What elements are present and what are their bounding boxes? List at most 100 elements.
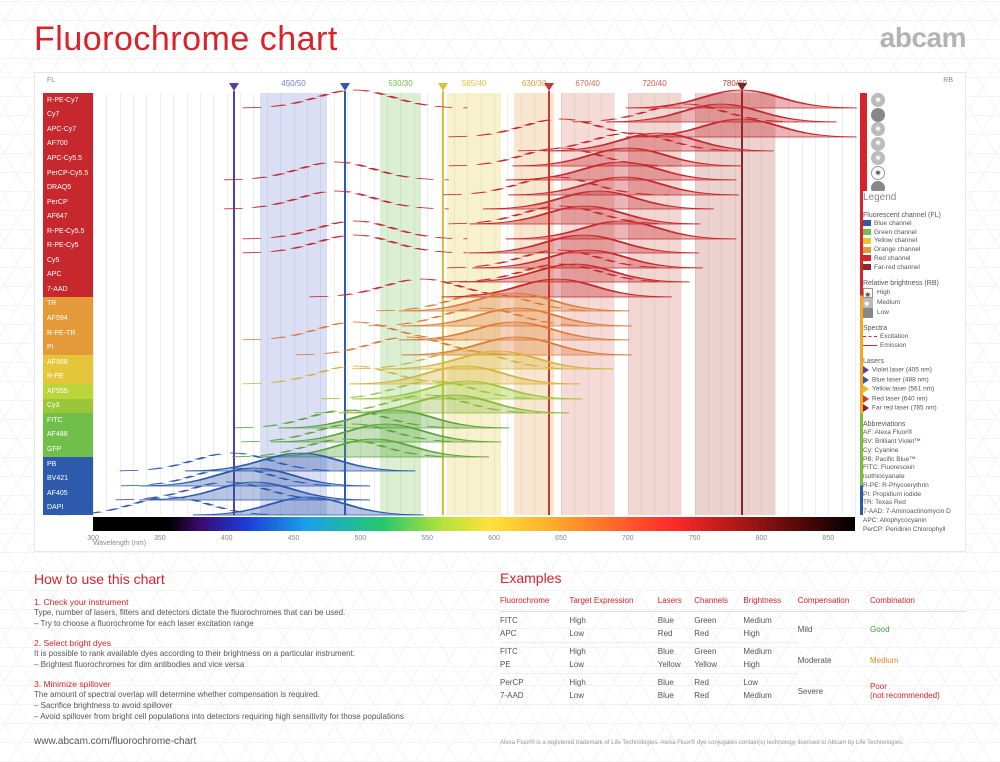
x-tick: 550 — [421, 535, 433, 542]
legend-title: Legend — [863, 191, 957, 205]
examples-table: FluorochromeTarget ExpressionLasersChann… — [500, 594, 966, 705]
legend-abbr-item: 7-AAD: 7-Aminoactinomycin D — [863, 508, 957, 517]
fineprint: Alexa Fluor® is a registered trademark o… — [500, 740, 966, 746]
legend-laser-item: Red laser (640 nm) — [863, 395, 957, 404]
fluorochrome-tag: TR — [43, 297, 93, 312]
legend-abbr-item: TR: Texas Red — [863, 499, 957, 508]
howto-step-line: Type, number of lasers, filters and dete… — [34, 608, 464, 619]
brightness-icon — [871, 122, 885, 136]
examples-row: PerCPHighBlueRedLowSeverePoor (not recom… — [500, 674, 966, 688]
examples-col-header: Fluorochrome — [500, 594, 569, 612]
howto-step-title: 1. Check your instrument — [34, 597, 464, 608]
legend-fl-item: Green channel — [863, 229, 957, 238]
howto-step-title: 3. Minimize spillover — [34, 679, 464, 690]
legend-rb-item: Low — [863, 308, 957, 318]
howto-step-line: The amount of spectral overlap will dete… — [34, 690, 464, 701]
x-tick: 500 — [355, 535, 367, 542]
legend-laser-item: Blue laser (488 nm) — [863, 376, 957, 385]
brightness-icon — [871, 137, 885, 151]
howto-step-line: – Brightest fluorochromes for dim antibo… — [34, 660, 464, 671]
fluorochrome-tag: GFP — [43, 442, 93, 457]
legend-spectra-title: Spectra — [863, 324, 957, 333]
fluorochrome-tag: APC — [43, 268, 93, 283]
x-tick: 350 — [154, 535, 166, 542]
examples-section: Examples FluorochromeTarget ExpressionLa… — [500, 570, 966, 705]
filter-label: 450/50 — [281, 79, 305, 88]
fluorochrome-tag: APC-Cy7 — [43, 122, 93, 137]
legend-emission: Emission — [880, 342, 906, 349]
fluorochrome-tag: PerCP-Cy5.5 — [43, 166, 93, 181]
legend-laser-item: Yellow laser (561 nm) — [863, 385, 957, 394]
legend-excitation: Excitation — [880, 333, 908, 340]
x-tick: 300 — [87, 535, 99, 542]
fluorochrome-tag: PB — [43, 457, 93, 472]
legend-abbr-item: Cy: Cyanine — [863, 447, 957, 456]
howto-section: How to use this chart 1. Check your inst… — [34, 570, 464, 748]
legend-rb-item: High — [863, 288, 957, 298]
howto-title: How to use this chart — [34, 570, 464, 589]
legend-abbr-item: APC: Allophycocyanin — [863, 517, 957, 526]
x-tick: 850 — [822, 535, 834, 542]
x-axis-ticks: 300350400450500550600650700750800850 — [93, 535, 855, 547]
fluorochrome-tag: APC-Cy5.5 — [43, 151, 93, 166]
legend-fl-item: Yellow channel — [863, 237, 957, 246]
legend-abbr-item: R-PE: R-Phycoerythrin — [863, 482, 957, 491]
legend-abbr-item: AF: Alexa Fluor® — [863, 429, 957, 438]
fluorochrome-tag: DRAQ5 — [43, 180, 93, 195]
brightness-icon — [871, 93, 885, 107]
x-tick: 800 — [756, 535, 768, 542]
legend-rb-item: Medium — [863, 298, 957, 308]
x-tick: 750 — [689, 535, 701, 542]
legend-abbr-item: PerCP: Peridinin Chlorophyll — [863, 526, 957, 535]
legend-fl-item: Orange channel — [863, 246, 957, 255]
filter-label: 530/30 — [388, 79, 412, 88]
fluorochrome-tag: AF555 — [43, 384, 93, 399]
fluorochrome-tag: R-PE-TR — [43, 326, 93, 341]
fluorochrome-tag: DAPI — [43, 500, 93, 515]
legend-abbr-item: FITC: Fluorescein isothiocyanate — [863, 464, 957, 482]
brightness-icon — [871, 166, 885, 180]
spectrum-chart: FL RB 450/50530/30585/40630/30670/40720/… — [34, 72, 966, 552]
legend-abbr-title: Abbreviations — [863, 420, 957, 429]
fluorochrome-tag: AF647 — [43, 209, 93, 224]
fluorochrome-tag: R-PE-Cy7 — [43, 93, 93, 108]
visible-spectrum-bar — [93, 517, 855, 531]
x-tick: 650 — [555, 535, 567, 542]
fluorochrome-row: DAPI — [43, 500, 855, 515]
x-tick: 700 — [622, 535, 634, 542]
howto-step-line: – Try to choose a fluorochrome for each … — [34, 619, 464, 630]
fluorochrome-tag: R-PE-Cy5.5 — [43, 224, 93, 239]
examples-col-header: Compensation — [798, 594, 870, 612]
fluorochrome-tag: BV421 — [43, 471, 93, 486]
corner-rb: RB — [943, 77, 953, 84]
page-title: Fluorochrome chart — [34, 20, 338, 59]
legend-rb-title: Relative brightness (RB) — [863, 279, 957, 288]
filter-label: 720/40 — [642, 79, 666, 88]
legend-fl-item: Red channel — [863, 255, 957, 264]
examples-row: FITCHighBlueGreenMediumModerateMedium — [500, 643, 966, 657]
howto-step-line: It is possible to rank available dyes ac… — [34, 649, 464, 660]
x-tick: 600 — [488, 535, 500, 542]
legend-laser-item: Far red laser (785 nm) — [863, 404, 957, 413]
brightness-icon — [871, 151, 885, 165]
x-tick: 450 — [288, 535, 300, 542]
fluorochrome-tag: R-PE-Cy5 — [43, 239, 93, 254]
legend-abbr-item: PB: Pacific Blue™ — [863, 456, 957, 465]
legend-fl-title: Fluorescent channel (FL) — [863, 211, 957, 220]
fluorochrome-tag: FITC — [43, 413, 93, 428]
legend-abbr-item: PI: Propidium iodide — [863, 491, 957, 500]
legend-laser-item: Violet laser (405 nm) — [863, 366, 957, 375]
legend-abbr-item: BV: Brilliant Violet™ — [863, 438, 957, 447]
examples-col-header: Target Expression — [569, 594, 657, 612]
filter-label: 670/40 — [575, 79, 599, 88]
howto-url: www.abcam.com/fluorochrome-chart — [34, 735, 464, 749]
examples-col-header: Channels — [694, 594, 743, 612]
fluorochrome-tag: 7-AAD — [43, 282, 93, 297]
examples-row: FITCHighBlueGreenMediumMildGood — [500, 612, 966, 626]
fluorochrome-tag: R-PE — [43, 369, 93, 384]
corner-fl: FL — [47, 77, 55, 84]
fluorochrome-tag: Cy7 — [43, 108, 93, 123]
fluorochrome-tag: AF405 — [43, 486, 93, 501]
fluorochrome-tag: AF568 — [43, 355, 93, 370]
examples-col-header: Lasers — [658, 594, 694, 612]
